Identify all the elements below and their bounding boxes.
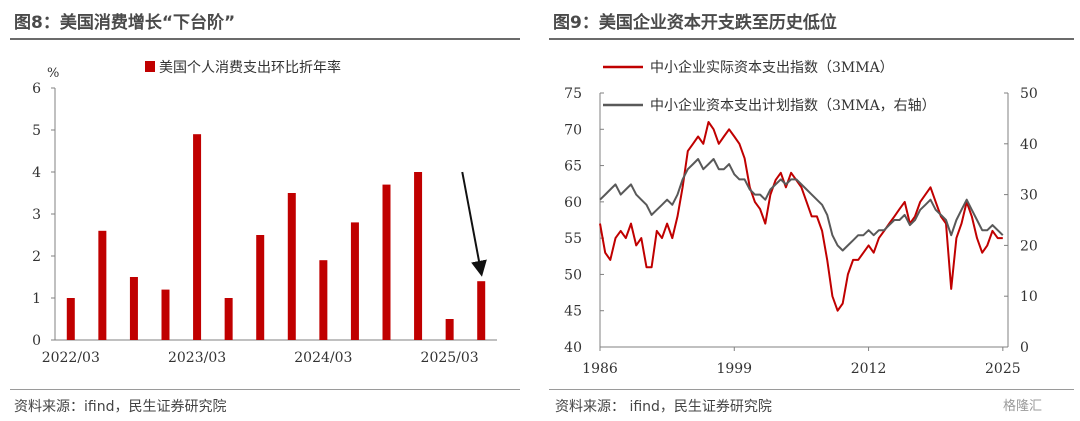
left-source-rule [10, 389, 520, 390]
bar [414, 172, 423, 340]
legend-label: 中小企业资本支出计划指数（3MMA，右轴） [650, 97, 936, 114]
bar [350, 222, 359, 340]
series-line-actual-capex [599, 121, 1003, 312]
left-bar-chart: % 0 1 2 3 4 5 6 2022/03 2023/03 2024/03 2025/03 美国个人… [32, 59, 497, 366]
x-tick-label: 2025/03 [421, 350, 479, 366]
trend-arrow [461, 171, 487, 277]
right-source-note: 资料来源： ifind，民生证券研究院 [555, 399, 772, 415]
right-y-tick-label: 30 [1020, 188, 1038, 204]
bar [129, 277, 138, 340]
left-y-tick-label: 70 [564, 122, 582, 138]
series-line-planned-capex [599, 158, 1004, 252]
y-tick-label: 1 [32, 291, 41, 307]
left-source-note: 资料来源：ifind，民生证券研究院 [14, 399, 227, 415]
right-line-chart: 40 45 50 55 60 65 70 75 0 10 20 30 40 50 1986 1999 2012 2… [564, 59, 1038, 377]
left-y-tick-label: 45 [564, 304, 582, 320]
y-tick-label: 0 [32, 333, 41, 349]
legend-label: 美国个人消费支出环比折年率 [159, 59, 341, 76]
bar [382, 184, 391, 340]
x-tick-label: 2023/03 [168, 350, 226, 366]
left-y-tick-label: 75 [564, 86, 582, 102]
right-title-rule [549, 38, 1074, 40]
watermark-logo: 格隆汇 [1003, 399, 1043, 414]
bar [66, 298, 75, 340]
y-tick-label: 3 [32, 207, 41, 223]
right-y-tick-label: 50 [1020, 86, 1038, 102]
x-tick-label: 2025 [985, 361, 1021, 377]
y-tick-label: 2 [32, 249, 41, 265]
right-figure-title: 图9：美国企业资本开支跌至历史低位 [553, 13, 837, 33]
right-y-tick-label: 10 [1020, 289, 1038, 305]
bar [98, 230, 107, 340]
y-unit-label: % [47, 66, 59, 81]
bar [287, 193, 296, 340]
left-y-tick-label: 65 [564, 159, 582, 175]
y-tick-label: 5 [32, 123, 41, 139]
x-tick-label: 2012 [851, 361, 887, 377]
x-tick-label: 1986 [582, 361, 618, 377]
bar [319, 260, 328, 340]
x-tick-label: 2022/03 [42, 350, 100, 366]
left-title-rule [10, 38, 520, 40]
bar [224, 298, 233, 340]
left-y-tick-label: 40 [564, 340, 582, 356]
bar [477, 281, 486, 340]
bar [256, 235, 265, 340]
right-y-tick-label: 40 [1020, 137, 1038, 153]
left-chart-panel: 图8：美国消费增长“下台阶” % 0 1 2 3 4 5 6 2022/03 2023/03 202… [0, 0, 530, 421]
right-source-rule [549, 389, 1074, 390]
y-tick-label: 6 [32, 81, 41, 97]
right-y-tick-label: 20 [1020, 238, 1038, 254]
bar [161, 289, 170, 340]
legend-label: 中小企业实际资本支出指数（3MMA） [650, 59, 894, 76]
left-y-tick-label: 60 [564, 195, 582, 211]
bar [445, 319, 454, 340]
left-y-tick-label: 50 [564, 267, 582, 283]
x-tick-label: 1999 [716, 361, 752, 377]
x-tick-label: 2024/03 [294, 350, 352, 366]
legend-swatch [145, 61, 155, 72]
y-tick-label: 4 [32, 165, 41, 181]
bar [193, 134, 202, 340]
left-figure-title: 图8：美国消费增长“下台阶” [14, 13, 236, 33]
right-chart-panel: 图9：美国企业资本开支跌至历史低位 40 45 50 55 60 65 70 75 0 10 20 3… [545, 0, 1080, 421]
left-y-tick-label: 55 [564, 231, 582, 247]
right-y-tick-label: 0 [1020, 340, 1029, 356]
